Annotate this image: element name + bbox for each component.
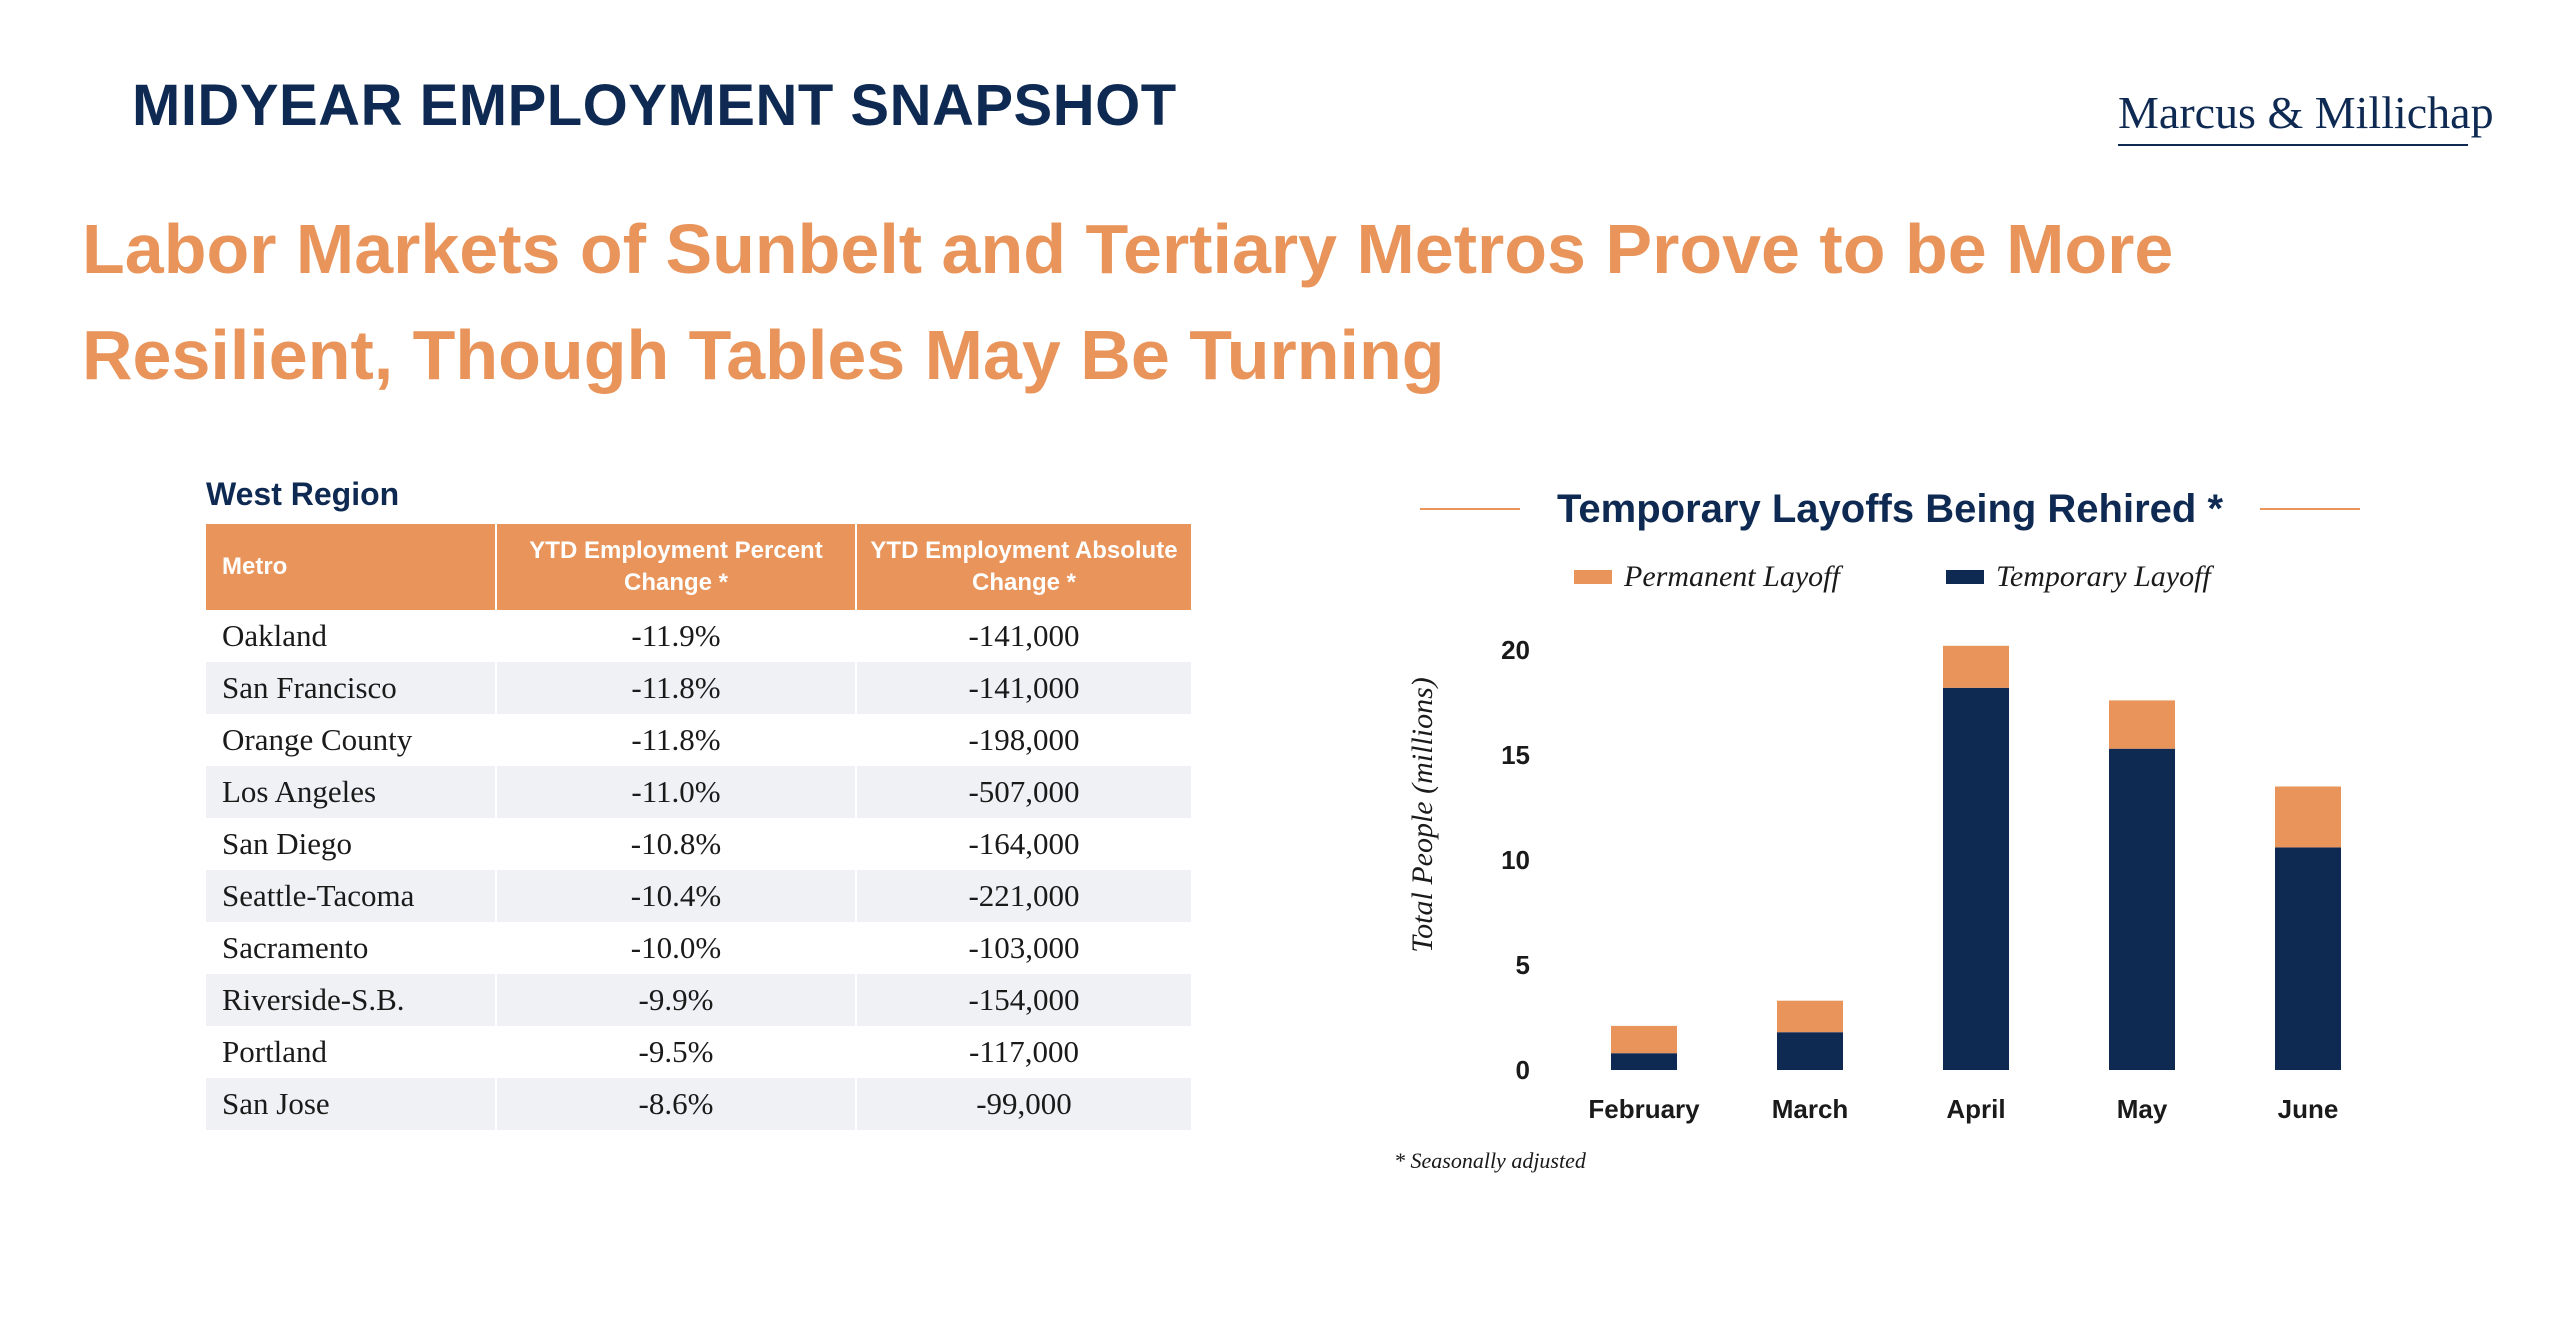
metro-employment-table: Metro YTD Employment Percent Change * YT…: [206, 524, 1191, 1130]
layoffs-stacked-bar-chart: Temporary Layoffs Being Rehired * Perman…: [1406, 487, 2360, 1124]
temporary-layoff-bar: [1777, 1032, 1843, 1070]
table-row: Seattle-Tacoma -10.4% -221,000: [206, 870, 1191, 922]
cell-absolute-change: -99,000: [856, 1078, 1191, 1130]
x-tick-label: February: [1588, 1094, 1700, 1124]
cell-metro: Seattle-Tacoma: [206, 870, 497, 922]
cell-absolute-change: -507,000: [856, 766, 1191, 818]
x-tick-label: April: [1946, 1094, 2005, 1124]
table-row: San Francisco -11.8% -141,000: [206, 662, 1191, 714]
region-label: West Region: [206, 476, 400, 512]
cell-absolute-change: -141,000: [856, 662, 1191, 714]
cell-percent-change: -9.5%: [496, 1026, 857, 1078]
cell-percent-change: -8.6%: [496, 1078, 857, 1130]
y-tick-label: 0: [1516, 1055, 1530, 1085]
y-tick-label: 20: [1501, 635, 1530, 665]
temporary-layoff-bar: [1943, 687, 2009, 1070]
column-header-metro: Metro: [206, 524, 497, 610]
cell-metro: Orange County: [206, 714, 497, 766]
cell-absolute-change: -164,000: [968, 826, 1080, 861]
cell-metro: Sacramento: [206, 922, 497, 974]
table-row: Riverside-S.B. -9.9% -154,000: [206, 974, 1191, 1026]
column-header-percent-change: YTD Employment Percent Change *: [496, 524, 857, 610]
cell-absolute-change: -103,000: [968, 930, 1080, 965]
permanent-layoff-bar: [2109, 700, 2175, 749]
cell-percent-change: -11.9%: [496, 610, 857, 662]
chart-legend: Permanent Layoff Temporary Layoff: [1574, 560, 2214, 593]
page-title: MIDYEAR EMPLOYMENT SNAPSHOT: [132, 73, 1177, 138]
permanent-layoff-bar: [2275, 786, 2341, 848]
cell-metro: Oakland: [206, 610, 497, 662]
table-header-row: Metro YTD Employment Percent Change * YT…: [206, 524, 1191, 610]
cell-absolute-change: -198,000: [968, 722, 1080, 757]
table-row: Orange County -11.8% -198,000: [206, 714, 1191, 766]
cell-absolute-change: -154,000: [856, 974, 1191, 1026]
column-header-absolute-change: YTD Employment Absolute Change *: [856, 524, 1191, 610]
legend-swatch: [1946, 570, 1984, 584]
table-row: San Diego -10.8% -164,000: [206, 818, 1191, 870]
cell-percent-change: -11.8%: [496, 714, 857, 766]
cell-absolute-change: -117,000: [969, 1034, 1079, 1069]
cell-percent-change: -10.4%: [496, 870, 857, 922]
temporary-layoff-bar: [2109, 748, 2175, 1070]
permanent-layoff-bar: [1777, 1000, 1843, 1033]
logo-text: Marcus & Millichap: [2118, 87, 2494, 138]
cell-percent-change: -11.8%: [496, 662, 857, 714]
table-row: Sacramento -10.0% -103,000: [206, 922, 1191, 974]
y-axis-ticks: 0 5 10 15 20: [1501, 635, 1530, 1085]
bar-series: [1611, 645, 2341, 1070]
x-axis-labels: February March April May June: [1588, 1094, 2338, 1124]
legend-swatch: [1574, 570, 1612, 584]
legend-label: Permanent Layoff: [1623, 560, 1843, 593]
y-tick-label: 10: [1501, 845, 1530, 875]
permanent-layoff-bar: [1611, 1025, 1677, 1054]
temporary-layoff-bar: [1611, 1053, 1677, 1070]
logo-underline: [2118, 144, 2468, 146]
y-tick-label: 15: [1501, 740, 1530, 770]
table-row: Los Angeles -11.0% -507,000: [206, 766, 1191, 818]
cell-percent-change: -10.8%: [496, 818, 857, 870]
cell-metro: San Francisco: [206, 662, 497, 714]
table-row: Oakland -11.9% -141,000: [206, 610, 1191, 662]
x-tick-label: May: [2117, 1094, 2168, 1124]
y-tick-label: 5: [1516, 950, 1530, 980]
cell-metro: San Diego: [206, 818, 497, 870]
cell-percent-change: -9.9%: [496, 974, 857, 1026]
x-tick-label: March: [1772, 1094, 1849, 1124]
legend-label: Temporary Layoff: [1996, 560, 2214, 593]
y-axis-label: Total People (millions): [1406, 677, 1439, 953]
cell-absolute-change: -141,000: [968, 618, 1080, 653]
footnote: * Seasonally adjusted: [1394, 1148, 1586, 1173]
x-tick-label: June: [2278, 1094, 2339, 1124]
cell-percent-change: -11.0%: [496, 766, 857, 818]
temporary-layoff-bar: [2275, 847, 2341, 1070]
table-row: Portland -9.5% -117,000: [206, 1026, 1191, 1078]
chart-title: Temporary Layoffs Being Rehired *: [1557, 487, 2224, 531]
company-logo: Marcus & Millichap: [2118, 86, 2494, 146]
cell-absolute-change: -221,000: [856, 870, 1191, 922]
permanent-layoff-bar: [1943, 645, 2009, 688]
cell-metro: Portland: [206, 1026, 497, 1078]
table-row: San Jose -8.6% -99,000: [206, 1078, 1191, 1130]
cell-percent-change: -10.0%: [496, 922, 857, 974]
cell-metro: Riverside-S.B.: [206, 974, 497, 1026]
headline: Labor Markets of Sunbelt and Tertiary Me…: [82, 210, 2174, 394]
cell-metro: Los Angeles: [206, 766, 497, 818]
cell-metro: San Jose: [206, 1078, 497, 1130]
